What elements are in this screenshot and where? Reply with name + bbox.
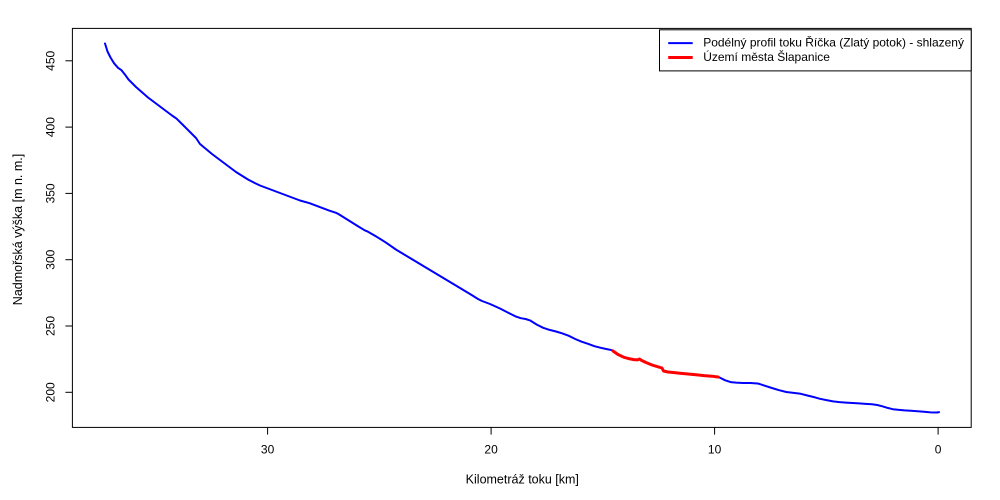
svg-text:10: 10	[708, 443, 722, 457]
svg-text:Nadmořská výška [m n. m.]: Nadmořská výška [m n. m.]	[11, 154, 25, 305]
svg-text:20: 20	[484, 443, 498, 457]
svg-text:250: 250	[44, 316, 58, 336]
svg-text:0: 0	[935, 443, 942, 457]
svg-text:30: 30	[261, 443, 275, 457]
svg-text:400: 400	[44, 117, 58, 137]
svg-text:Území města Šlapanice: Území města Šlapanice	[703, 49, 830, 64]
svg-text:Podélný profil toku Říčka (Zla: Podélný profil toku Říčka (Zlatý potok) …	[703, 35, 964, 50]
svg-text:450: 450	[44, 50, 58, 70]
svg-text:350: 350	[44, 183, 58, 203]
svg-text:300: 300	[44, 249, 58, 269]
svg-text:200: 200	[44, 382, 58, 402]
svg-text:Kilometráž toku [km]: Kilometráž toku [km]	[466, 472, 579, 486]
